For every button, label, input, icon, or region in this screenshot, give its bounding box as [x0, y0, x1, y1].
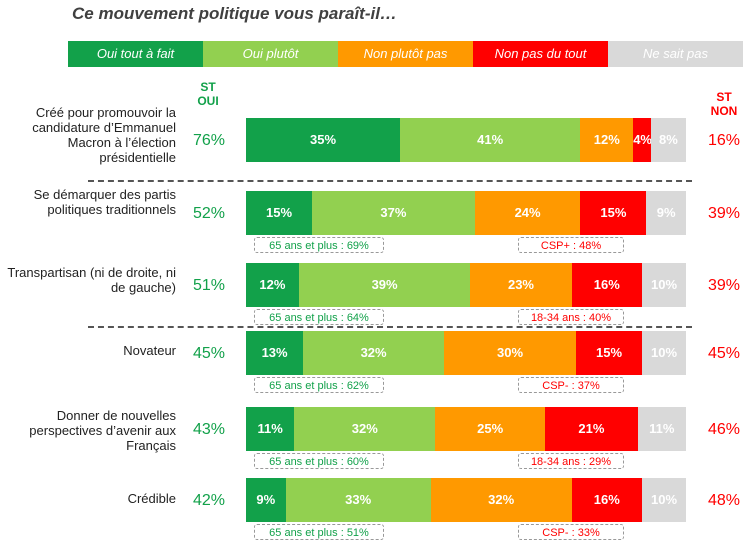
st-non-value: 46%: [708, 421, 741, 438]
note-right: CSP+ : 48%: [518, 237, 624, 253]
bar-segment-oui-tout-a-fait: 12%: [246, 263, 299, 307]
bar-segment-oui-plutot: 37%: [312, 191, 475, 235]
row-separator: [88, 326, 692, 328]
bar-segment-oui-tout-a-fait: 11%: [246, 407, 295, 451]
row-label: Créé pour promouvoir la candidature d’Em…: [32, 105, 176, 165]
bar-segment-oui-plutot: 39%: [298, 263, 471, 307]
st-oui-value: 76%: [193, 132, 226, 149]
bar-segment-oui-tout-a-fait: 9%: [246, 478, 286, 522]
bar-segment-non-plutot-pas: 30%: [444, 331, 576, 375]
note-right: CSP- : 33%: [518, 524, 624, 540]
st-non-header: ST NON: [710, 90, 738, 118]
bar-segment-non-plutot-pas: 23%: [470, 263, 572, 307]
legend-ne-sait-pas: Ne sait pas: [608, 41, 743, 67]
bar-segment-non-pas-du-tout: 16%: [571, 263, 642, 307]
note-right: CSP- : 37%: [518, 377, 624, 393]
st-non-value: 45%: [708, 345, 741, 362]
legend-oui-plutot: Oui plutôt: [203, 41, 338, 67]
legend-oui-tout-a-fait: Oui tout à fait: [68, 41, 203, 67]
bar-segment-non-pas-du-tout: 16%: [571, 478, 642, 522]
st-non-value: 48%: [708, 492, 741, 509]
bar-segment-oui-plutot: 32%: [303, 331, 444, 375]
bar-segment-non-plutot-pas: 25%: [435, 407, 546, 451]
bar-segment-ne-sait-pas: 11%: [637, 407, 686, 451]
bar-segment-non-plutot-pas: 24%: [474, 191, 581, 235]
bar-segment-ne-sait-pas: 8%: [650, 118, 686, 162]
bar-segment-ne-sait-pas: 10%: [642, 478, 686, 522]
note-left: 65 ans et plus : 69%: [254, 237, 384, 253]
bar-segment-oui-plutot: 41%: [400, 118, 581, 162]
bar-segment-non-pas-du-tout: 21%: [545, 407, 638, 451]
bar-segment-oui-plutot: 33%: [285, 478, 431, 522]
bar-segment-oui-tout-a-fait: 13%: [246, 331, 304, 375]
bar-segment-oui-tout-a-fait: 15%: [246, 191, 312, 235]
bar-segment-ne-sait-pas: 10%: [642, 331, 686, 375]
legend-non-plutot-pas: Non plutôt pas: [338, 41, 473, 67]
chart-title: Ce mouvement politique vous paraît-il…: [72, 4, 397, 23]
bar-segment-oui-plutot: 32%: [294, 407, 436, 451]
row-label: Donner de nouvelles perspectives d’aveni…: [29, 407, 176, 453]
st-oui-header: ST OUI: [197, 80, 219, 108]
bar-segment-oui-tout-a-fait: 35%: [246, 118, 400, 162]
bar-segment-ne-sait-pas: 10%: [642, 263, 686, 307]
bar-segment-non-pas-du-tout: 15%: [580, 191, 647, 235]
row-label: Novateur: [123, 342, 176, 358]
st-oui-value: 43%: [193, 421, 226, 438]
st-oui-value: 42%: [193, 492, 226, 509]
st-oui-value: 51%: [193, 277, 226, 294]
bar-segment-non-plutot-pas: 12%: [580, 118, 634, 162]
bar-segment-ne-sait-pas: 9%: [646, 191, 686, 235]
row-label: Se démarquer des partis politiques tradi…: [33, 187, 176, 217]
st-oui-value: 45%: [193, 345, 226, 362]
row-label: Transpartisan (ni de droite, ni de gauch…: [7, 265, 176, 295]
note-left: 65 ans et plus : 51%: [254, 524, 384, 540]
st-oui-value: 52%: [193, 205, 226, 222]
note-left: 65 ans et plus : 62%: [254, 377, 384, 393]
row-separator: [88, 180, 692, 182]
bar-segment-non-pas-du-tout: 15%: [576, 331, 642, 375]
row-label: Crédible: [127, 490, 176, 506]
st-non-value: 39%: [708, 277, 741, 294]
bar-segment-non-plutot-pas: 32%: [430, 478, 572, 522]
bar-segment-non-pas-du-tout: 4%: [633, 118, 651, 162]
note-left: 65 ans et plus : 60%: [254, 453, 384, 469]
note-right: 18-34 ans : 29%: [518, 453, 624, 469]
note-right: 18-34 ans : 40%: [518, 309, 624, 325]
legend-non-pas-du-tout: Non pas du tout: [473, 41, 608, 67]
st-non-value: 16%: [708, 132, 741, 149]
st-non-value: 39%: [708, 205, 741, 222]
note-left: 65 ans et plus : 64%: [254, 309, 384, 325]
